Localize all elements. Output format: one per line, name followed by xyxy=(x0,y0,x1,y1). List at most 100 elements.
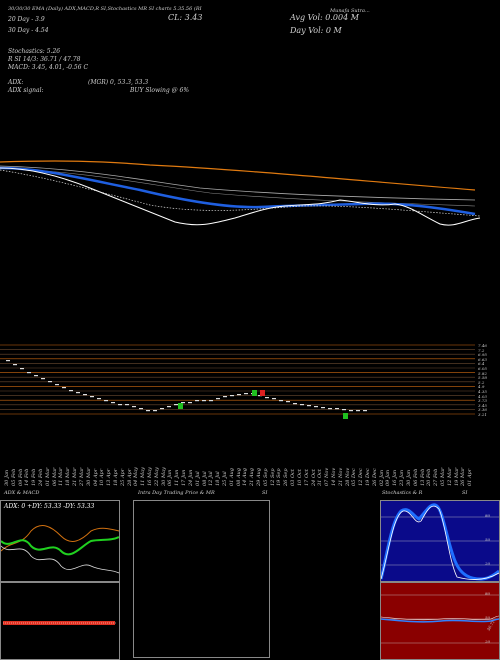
price-level-label: 5.2 xyxy=(478,379,485,385)
date-label: 30 Jan xyxy=(405,469,412,486)
date-label: 19 Sep xyxy=(276,468,283,486)
date-label: 11 Jun xyxy=(174,469,181,486)
price-step-dash xyxy=(13,364,17,366)
price-step-dash xyxy=(97,398,101,400)
price-step-dash xyxy=(160,408,164,410)
price-level-label: 6.05 xyxy=(478,366,487,371)
rsi-blue-line xyxy=(381,618,499,623)
price-step-dash xyxy=(20,368,24,370)
date-label: 19 Feb xyxy=(31,468,38,486)
price-step-dash xyxy=(188,402,192,404)
ema-chart xyxy=(0,160,481,226)
price-step-dash xyxy=(328,408,332,410)
stoch-title: Stochastics & R xyxy=(382,490,423,496)
date-label: 26 Sep xyxy=(283,468,290,486)
adx-label: ADX: xyxy=(8,79,24,86)
date-label: 17 Jun xyxy=(181,469,188,486)
date-label: 28 Apr xyxy=(126,468,133,486)
date-label: 02 Jan xyxy=(378,469,385,486)
date-label: 30 May xyxy=(160,467,167,486)
date-label: 14 Aug xyxy=(242,468,249,486)
date-label: 08 Jul xyxy=(201,471,208,486)
date-label: 20 Feb xyxy=(426,468,433,486)
adx-green-line xyxy=(1,536,119,556)
date-label: 30 Jan xyxy=(4,469,10,486)
date-label: 16 Jan xyxy=(392,469,399,486)
ema-orange-line xyxy=(0,160,476,191)
price-step-dash xyxy=(90,396,94,398)
price-step-dash xyxy=(41,378,45,380)
price-step-dash xyxy=(48,381,52,383)
date-label: 21 Mar xyxy=(72,467,79,486)
price-step-dash xyxy=(83,394,87,396)
signal-box xyxy=(343,413,348,419)
date-label: 13 Feb xyxy=(419,468,426,486)
date-label: 07 Nov xyxy=(324,467,331,486)
price-level-label: 3.21 xyxy=(478,412,487,417)
ema-grey-line-1 xyxy=(0,165,476,201)
ema-grey-line-2 xyxy=(0,167,476,207)
price-level-label: 5.82 xyxy=(478,370,487,376)
date-label: 03 Oct xyxy=(290,469,297,486)
price-step-dash xyxy=(195,400,199,402)
signal-box xyxy=(260,390,265,396)
date-label: 12 Mar xyxy=(446,467,453,486)
price-step-dash xyxy=(55,384,59,386)
adx-white-line xyxy=(1,545,119,574)
stoch-level-50: 50 xyxy=(485,537,491,542)
price-level-label: 3.45 xyxy=(478,402,487,408)
price-step-dash xyxy=(104,400,108,402)
date-label: 14 Nov xyxy=(330,467,337,486)
price-step-dash xyxy=(69,390,73,392)
buy-signal-label: BUY Slowing @ 6% xyxy=(130,87,190,94)
rsi-level-80: 80 xyxy=(485,591,491,596)
date-label: 18 Mar xyxy=(65,467,72,486)
date-label: 04 Apr xyxy=(92,468,99,486)
date-label: 24 Jun xyxy=(187,469,194,486)
price-step-dash xyxy=(265,397,269,399)
price-level-label: 6.95 xyxy=(478,352,487,358)
rsi-level-50: 50 xyxy=(485,615,491,620)
date-label: 12 Sep xyxy=(269,468,276,486)
price-step-dash xyxy=(27,372,31,374)
date-label: 06 Jun xyxy=(167,469,174,486)
signal-box xyxy=(178,403,183,409)
date-label: 16 May xyxy=(147,467,154,486)
price-level-label: 7.46 xyxy=(478,343,487,348)
rsi-white-line xyxy=(381,615,499,621)
date-label: 18 Apr xyxy=(112,468,119,486)
price-level-label: 6.63 xyxy=(478,356,487,362)
date-label: 01 Aug xyxy=(228,468,235,486)
header-title: Munafa Sutra... xyxy=(330,8,370,14)
macd-panel xyxy=(0,582,120,660)
stoch-white-line xyxy=(381,505,499,581)
date-label: 29 Aug xyxy=(256,468,263,486)
price-step-dash xyxy=(118,404,122,406)
rsi-level-20: 20 xyxy=(485,639,491,644)
price-level-label: 7.2 xyxy=(478,347,485,353)
price-step-dash xyxy=(307,405,311,407)
price-step-dash xyxy=(174,404,178,406)
date-label: 04 May xyxy=(133,467,140,486)
intraday-title: Intra Day Trading Price & MR xyxy=(138,490,215,496)
price-step-dash xyxy=(279,400,283,402)
date-label: 09 Jan xyxy=(385,469,392,486)
date-label: 18 Jul xyxy=(215,471,222,486)
date-label: 21 Nov xyxy=(337,467,344,486)
adx-signal-label: ADX signal: xyxy=(8,87,44,94)
date-label: 25 Apr xyxy=(119,468,126,486)
price-step-dash xyxy=(202,400,206,402)
date-label: 30 Mar xyxy=(85,467,92,486)
price-level-label: 5.58 xyxy=(478,375,487,381)
adx-orange-line xyxy=(1,525,119,552)
price-step-dash xyxy=(244,393,248,395)
price-step-dash xyxy=(356,410,360,412)
date-label: 10 Oct xyxy=(296,469,303,486)
price-step-dash xyxy=(272,398,276,400)
price-step-dash xyxy=(314,406,318,408)
price-level-label: 3.36 xyxy=(478,407,487,413)
date-label: 05 Mar xyxy=(439,467,446,486)
date-label: 05 Dec xyxy=(351,468,358,486)
date-label: 27 Feb xyxy=(433,468,440,486)
avg-volume-label: Avg Vol: 0.004 M xyxy=(290,13,359,22)
